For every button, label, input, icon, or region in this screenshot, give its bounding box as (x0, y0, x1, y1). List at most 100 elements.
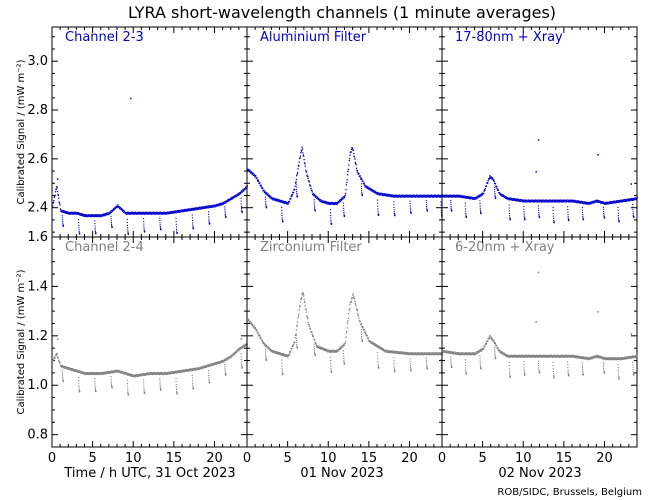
data-point (538, 200, 540, 203)
data-point (199, 208, 201, 210)
data-point (83, 215, 85, 217)
data-point (255, 175, 257, 177)
dip-point (523, 211, 525, 213)
dip-point (440, 367, 442, 369)
data-point (300, 150, 302, 152)
data-point (290, 350, 292, 352)
dip-point (617, 206, 619, 208)
data-point (111, 370, 113, 372)
dip-point (110, 220, 112, 222)
data-point (124, 213, 127, 215)
data-point (356, 309, 358, 312)
data-point (52, 359, 55, 362)
data-point (185, 210, 187, 212)
data-point (491, 339, 493, 341)
data-point (582, 202, 584, 205)
data-point (106, 212, 108, 214)
data-point (435, 195, 437, 197)
data-point (120, 209, 122, 211)
data-point (352, 149, 354, 151)
data-point (444, 351, 446, 354)
data-point (227, 358, 229, 360)
data-point (260, 186, 263, 188)
data-point (345, 184, 348, 186)
dip-point (94, 378, 96, 380)
data-point (626, 358, 628, 360)
data-point (357, 313, 359, 315)
data-point (161, 373, 163, 375)
panel-frame (51, 236, 248, 448)
data-point (174, 370, 176, 372)
data-point (372, 342, 374, 345)
data-point (80, 371, 82, 373)
data-point (135, 213, 137, 215)
data-point (163, 371, 166, 374)
dip-point (342, 202, 344, 204)
data-point (491, 177, 494, 179)
data-point (446, 196, 448, 198)
dip-point (582, 370, 584, 373)
data-point (204, 207, 206, 210)
data-point (273, 351, 275, 353)
data-point (353, 296, 355, 298)
data-point (125, 212, 127, 214)
data-point (255, 328, 257, 330)
dip-point (78, 379, 80, 382)
dip-point (553, 222, 555, 224)
dip-point (281, 209, 283, 211)
data-point (291, 345, 293, 348)
dip-point (62, 379, 64, 381)
data-point (216, 361, 218, 364)
data-point (329, 349, 331, 351)
data-point (519, 199, 521, 201)
data-point (617, 358, 620, 360)
data-point (351, 297, 354, 299)
dip-point (265, 200, 267, 202)
outlier-point (597, 311, 599, 313)
data-point (69, 212, 72, 214)
dip-point (552, 213, 554, 215)
data-point (210, 206, 212, 209)
data-point (449, 194, 451, 196)
outlier-point (630, 333, 632, 335)
data-point (392, 195, 395, 197)
data-point (317, 198, 319, 200)
data-point (317, 198, 319, 201)
data-point (127, 211, 130, 213)
data-point (456, 352, 458, 354)
data-point (138, 375, 140, 377)
data-point (82, 215, 84, 217)
data-point (589, 358, 591, 360)
data-point (603, 202, 605, 204)
data-point (490, 336, 492, 338)
data-point (483, 192, 485, 195)
data-point (102, 214, 105, 217)
data-point (507, 197, 509, 199)
data-point (394, 351, 396, 353)
data-point (208, 207, 210, 209)
data-point (284, 202, 287, 204)
dip-point (393, 212, 395, 214)
data-point (439, 196, 442, 198)
dip-point (313, 205, 316, 207)
data-point (248, 321, 250, 323)
data-point (225, 200, 228, 202)
data-point (68, 213, 70, 215)
dip-point (465, 214, 467, 216)
dip-point (377, 355, 379, 357)
data-point (478, 350, 480, 352)
data-point (452, 351, 454, 354)
data-point (140, 373, 142, 375)
data-point (281, 352, 283, 355)
data-point (370, 189, 372, 191)
data-point (227, 200, 230, 202)
panel-frame (246, 26, 443, 238)
data-point (407, 194, 410, 197)
data-point (443, 196, 445, 198)
dip-point (426, 367, 429, 369)
data-point (249, 320, 251, 323)
data-point (636, 354, 638, 357)
data-point (606, 202, 608, 204)
dip-point (618, 377, 620, 379)
data-point (101, 372, 104, 374)
